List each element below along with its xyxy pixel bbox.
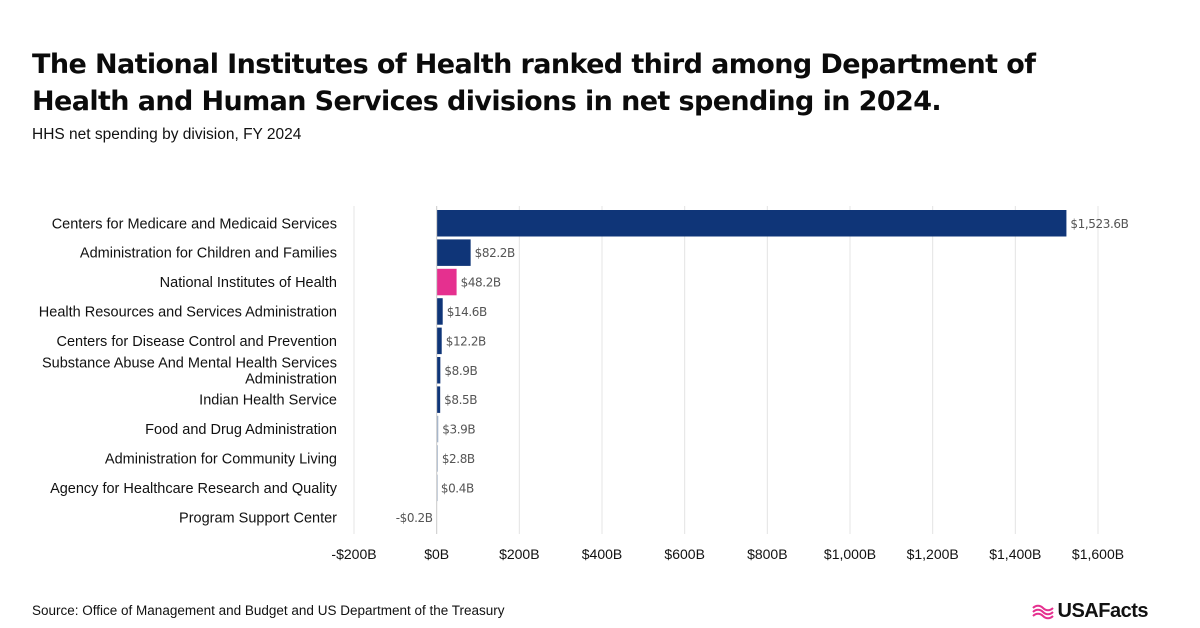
category-label: Indian Health Service xyxy=(199,393,337,409)
category-label: Food and Drug Administration xyxy=(145,422,337,438)
x-tick-label: $1,000B xyxy=(824,546,876,562)
bar xyxy=(436,386,441,413)
x-tick-label: $400B xyxy=(582,546,622,562)
bar xyxy=(436,327,442,355)
brand-name: USAFacts xyxy=(1057,600,1149,622)
category-label: Centers for Medicare and Medicaid Servic… xyxy=(52,216,337,232)
x-tick-label: $200B xyxy=(499,546,539,562)
brand-logo: USAFacts xyxy=(1031,600,1149,623)
bar xyxy=(436,268,457,296)
data-label: $8.5B xyxy=(444,393,477,407)
x-tick-label: $1,400B xyxy=(989,546,1041,562)
category-label: Administration for Community Living xyxy=(105,451,337,467)
bar xyxy=(436,357,441,384)
bar xyxy=(436,415,439,443)
data-label: $48.2B xyxy=(461,276,501,290)
source-note: Source: Office of Management and Budget … xyxy=(32,603,505,618)
data-label: $82.2B xyxy=(475,246,515,260)
data-label: $3.9B xyxy=(442,423,475,437)
x-tick-label: $1,200B xyxy=(907,546,959,562)
data-label: $1,523.6B xyxy=(1070,217,1128,231)
category-label: Substance Abuse And Mental Health Servic… xyxy=(42,355,337,387)
x-tick-label: $1,600B xyxy=(1072,546,1124,562)
bar xyxy=(436,298,443,325)
data-label: $2.8B xyxy=(442,452,475,466)
category-label: Agency for Healthcare Research and Quali… xyxy=(50,481,338,497)
bar xyxy=(436,239,471,266)
chart-title: The National Institutes of Health ranked… xyxy=(32,49,1036,117)
category-label: Program Support Center xyxy=(179,510,337,526)
data-label: $12.2B xyxy=(446,334,486,348)
data-label: $0.4B xyxy=(441,481,474,495)
bar xyxy=(436,445,438,472)
category-label: Centers for Disease Control and Preventi… xyxy=(57,334,337,350)
chart-subtitle: HHS net spending by division, FY 2024 xyxy=(32,126,302,143)
flag-icon xyxy=(1031,604,1054,619)
category-label: Administration for Children and Families xyxy=(80,246,337,262)
data-label: $8.9B xyxy=(444,364,477,378)
x-tick-label: -$200B xyxy=(331,546,376,562)
x-tick-label: $800B xyxy=(747,546,787,562)
x-tick-label: $600B xyxy=(664,546,704,562)
data-label: -$0.2B xyxy=(396,511,433,525)
category-label: Health Resources and Services Administra… xyxy=(39,304,337,320)
bar xyxy=(436,210,1067,237)
data-label: $14.6B xyxy=(447,305,487,319)
category-label: National Institutes of Health xyxy=(160,275,337,291)
x-tick-label: $0B xyxy=(424,546,449,562)
